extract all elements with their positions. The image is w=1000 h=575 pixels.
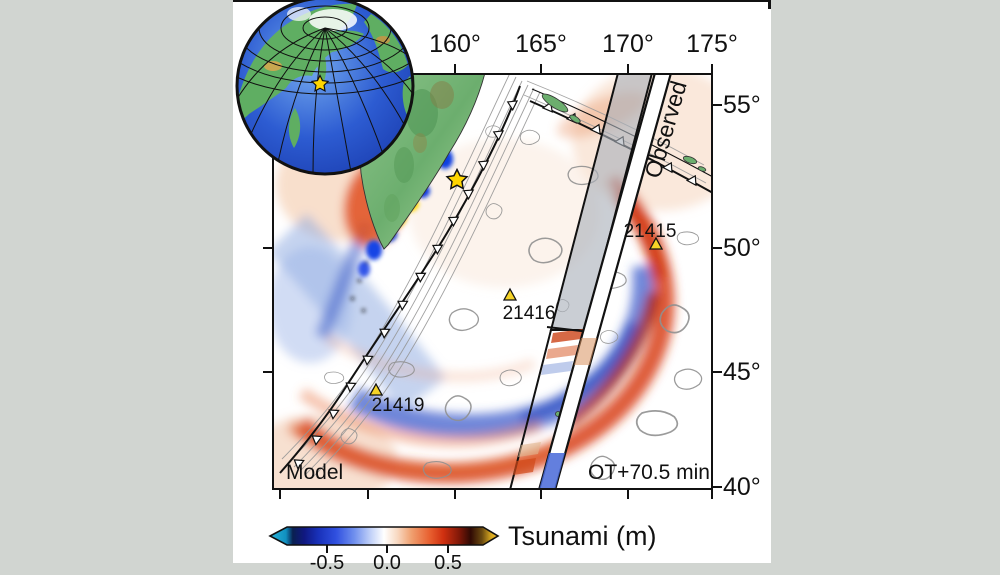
colorbar-tick-label-pos: 0.5	[434, 552, 462, 574]
colorbar-ticks	[326, 545, 449, 553]
kamchatka-terrain-detail	[384, 81, 454, 222]
epicenter-star-icon	[445, 167, 469, 190]
inset-globe	[233, 0, 417, 182]
lat-label-50: 50°	[723, 234, 761, 262]
globe-ice-cap	[309, 9, 357, 31]
lat-label-45: 45°	[723, 358, 761, 386]
station-triangle-icon-21419	[368, 382, 384, 396]
lon-label-170: 170°	[602, 30, 654, 58]
colorbar	[266, 524, 506, 558]
globe-ice-patch	[287, 7, 311, 21]
station-label-21415: 21415	[623, 221, 677, 242]
lon-label-165: 165°	[515, 30, 567, 58]
station-triangle-icon-21415	[648, 236, 664, 250]
lat-tick-50	[713, 247, 722, 249]
colorbar-tick-label-neg: -0.5	[309, 552, 345, 574]
colorbar-title: Tsunami (m)	[508, 521, 657, 551]
lon-label-175: 175°	[686, 30, 738, 58]
trench-line-kuril-kamchatka	[279, 85, 521, 474]
lat-tick-40	[713, 486, 722, 488]
lon-tick-bottom-175	[711, 490, 713, 499]
lon-tick-170	[627, 64, 629, 73]
lon-tick-175	[711, 64, 713, 73]
lon-tick-165	[540, 64, 542, 73]
station-triangle-icon-21416	[502, 287, 518, 301]
island-shapes	[541, 93, 707, 417]
colorbar-gradient	[268, 526, 500, 546]
globe-outline	[235, 0, 415, 176]
tsunami-map-canvas	[272, 73, 713, 490]
lon-tick-bottom-155	[367, 490, 369, 499]
lat-label-55: 55°	[723, 91, 761, 119]
map-frame	[272, 73, 713, 490]
figure-page: { "figure": { "axes": { "lon_labels": ["…	[233, 0, 771, 574]
lon-tick-160	[454, 64, 456, 73]
figure-top-border-line	[233, 0, 771, 2]
map-border	[272, 73, 713, 490]
colorbar-tick-label-zero: 0.0	[373, 552, 401, 574]
lat-label-40: 40°	[723, 473, 761, 501]
satellite-track-groundline	[537, 73, 673, 490]
lon-tick-bottom-150	[279, 490, 281, 499]
lat-tick-55	[713, 104, 722, 106]
station-label-21416: 21416	[502, 303, 556, 324]
figure-top-border-stub	[768, 0, 771, 9]
lat-tick-left-45	[263, 371, 272, 373]
lon-tick-bottom-160	[454, 490, 456, 499]
lat-tick-45	[713, 371, 722, 373]
lon-tick-bottom-165	[540, 490, 542, 499]
model-label: Model	[286, 461, 344, 484]
lon-label-160: 160°	[429, 30, 481, 58]
lon-tick-bottom-170	[627, 490, 629, 499]
station-label-21419: 21419	[371, 395, 425, 416]
globe-epicenter-star-icon	[310, 74, 330, 92]
time-after-origin-label: OT+70.5 min	[588, 461, 710, 484]
lat-tick-left-50	[263, 247, 272, 249]
